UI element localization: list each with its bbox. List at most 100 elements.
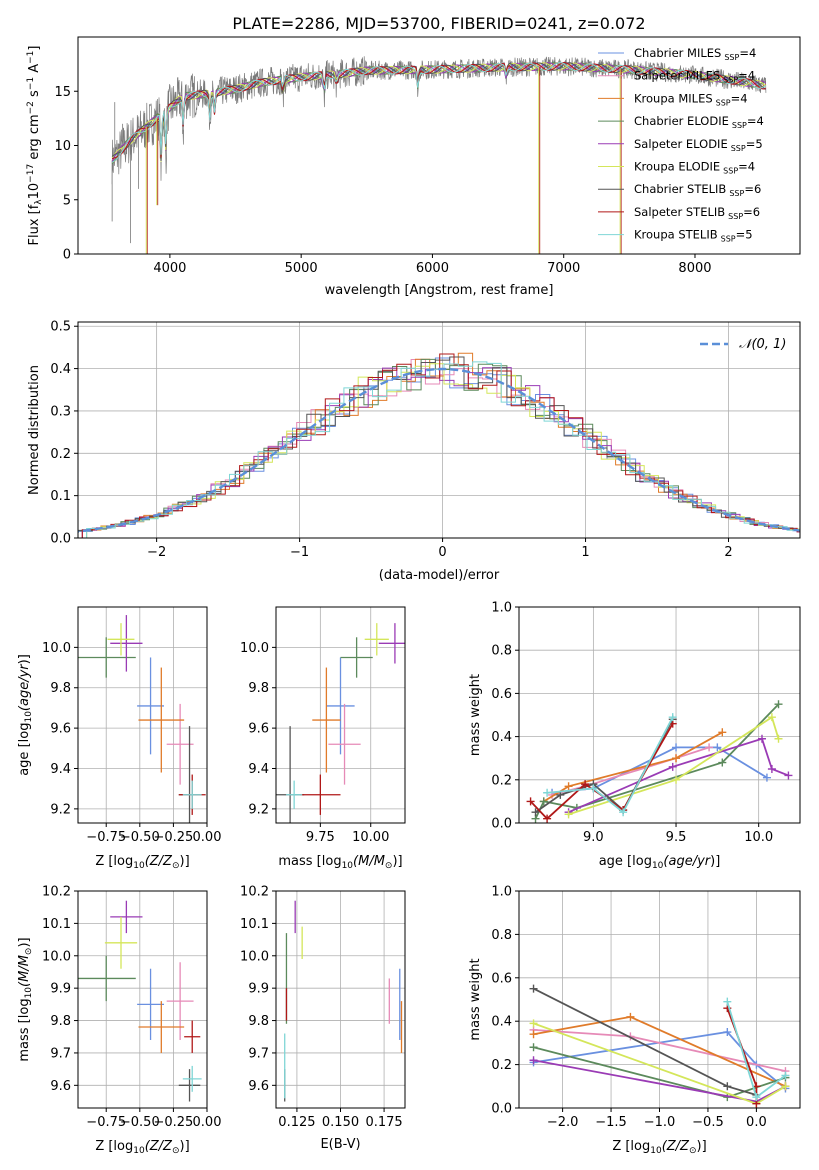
y-tick-label: 9.4 (248, 762, 269, 777)
data-point (581, 780, 590, 789)
data-point (757, 734, 766, 743)
y-tick-label: 0.2 (50, 447, 71, 462)
data-point (526, 797, 535, 806)
data-point (672, 754, 681, 763)
label-part: (Z/Z (662, 1139, 690, 1154)
axes-residuals: −2 −1 0 1 2 0.0 0.1 0.2 0.3 0.4 0.5 (data-model)/er… (27, 320, 801, 583)
grid-age_vs_Z (78, 607, 208, 823)
plot-area-spectrum (111, 56, 767, 254)
y-tick-label: 5 (63, 193, 71, 208)
errorbar-point (78, 955, 136, 1002)
errorbar-point (178, 1069, 201, 1102)
x-tick-label: 0 (438, 545, 446, 560)
x-tick-label: 2 (724, 545, 732, 560)
errorbar-point (137, 657, 164, 755)
x-tick-label: 0.125 (278, 1115, 315, 1130)
x-tick-label: −0.25 (153, 830, 193, 845)
label-part: Chabrier ELODIE (634, 114, 729, 128)
x-tick-label: 10.0 (744, 830, 773, 845)
label-part: −1 (26, 77, 36, 90)
label-part: Z [log (612, 1139, 650, 1154)
label-part: Flux [f (27, 204, 42, 245)
y-tick-label: 1.0 (491, 601, 512, 616)
series-salpeter-miles (529, 1025, 790, 1076)
axes-frame (77, 321, 801, 539)
x-tick-label: 8000 (678, 261, 711, 276)
data-point (668, 762, 677, 771)
data-point (705, 743, 714, 752)
label-part: mass [log (278, 854, 341, 869)
series-kroupa-miles (539, 728, 727, 806)
label-part: ⊙ (385, 861, 393, 871)
legend-entry: Kroupa STELIB SSP=5 (634, 228, 753, 244)
label-part: SSP (724, 53, 739, 62)
y-tick-label: 10.2 (42, 885, 71, 900)
label-part: SSP (723, 76, 738, 85)
errorbar-point (110, 615, 143, 672)
label-part: =4 (731, 91, 748, 105)
data-point (723, 1028, 732, 1037)
data-point (668, 713, 677, 722)
axes-frame (518, 606, 801, 824)
histogram-salpeter-miles (81, 359, 800, 538)
x-tick-label: −0.75 (86, 830, 126, 845)
axes-age_vs_Z: −0.75−0.50−0.25 0.00 9.2 9.4 9.6 9.8 10.0 Z [lo… (17, 606, 221, 871)
errorbar-point (182, 780, 202, 809)
errorbar-point (138, 667, 185, 773)
label-part: age [log (17, 723, 32, 776)
label-part: Kroupa MILES (634, 91, 713, 105)
x-tick-label: 9.5 (666, 830, 687, 845)
axes-frame (77, 36, 801, 255)
plot-area-residuals (78, 352, 800, 538)
y-tick-label: 0.8 (491, 644, 512, 659)
plot-area-weight_vs_Z (529, 984, 790, 1108)
y-tick-label: 10.0 (42, 949, 71, 964)
series-line (568, 715, 780, 816)
chart-title: PLATE=2286, MJD=53700, FIBERID=0241, z=0… (232, 14, 645, 33)
data-point (781, 1082, 790, 1091)
label-part: Salpeter STELIB (634, 205, 725, 219)
label-part: −2 (26, 101, 36, 114)
legend-entry: Chabrier MILES SSP=4 (634, 46, 756, 62)
x-axis-label: Z [log10(Z/Z⊙)] (95, 854, 189, 871)
data-point (529, 984, 538, 993)
label-part: A (27, 64, 42, 77)
x-tick-label: −0.50 (120, 1115, 160, 1130)
errorbar-point (182, 1065, 202, 1092)
label-part: (age/yr (17, 663, 32, 711)
y-axis-label: Flux [fλ10−17 erg cm−2 s−1 A−1] (26, 46, 44, 246)
x-tick-label: −0.5 (692, 1115, 724, 1130)
axes-frame (275, 890, 406, 1109)
label-part: SSP (729, 189, 744, 198)
label-part: SSP (732, 121, 747, 130)
data-point (543, 788, 552, 797)
label-part: λ (34, 199, 44, 205)
y-tick-label: 9.6 (248, 722, 269, 737)
axes-weight_vs_age: 9.0 9.5 10.0 0.0 0.2 0.4 0.6 0.8 1.0 age [log10(a… (468, 601, 801, 871)
errorbar-point (138, 1001, 185, 1053)
y-tick-label: 9.6 (50, 1079, 71, 1094)
errorbar-point (364, 623, 389, 656)
data-point (619, 808, 628, 817)
y-axis-label: mass [log10(M/M⊙)] (17, 937, 34, 1061)
y-tick-label: 9.6 (50, 722, 71, 737)
data-point (543, 814, 552, 823)
errorbar-point (378, 623, 405, 664)
histogram-salpeter-elodie (81, 367, 800, 538)
legend-entry: Salpeter ELODIE SSP=5 (634, 137, 763, 153)
axes-mass_vs_Z: −0.75−0.50−0.25 0.00 9.6 9.7 9.8 9.9 10.0 10.1 1… (17, 885, 221, 1157)
label-part: Kroupa STELIB (634, 228, 718, 242)
label-part: age [log (599, 854, 652, 869)
label-part: ⊙ (24, 948, 34, 956)
label-part: (Z/Z (145, 1139, 173, 1154)
data-point (713, 743, 722, 752)
label-part: 10 (24, 987, 34, 999)
data-point (529, 1056, 538, 1065)
label-part: SSP (721, 235, 736, 244)
x-tick-label: −1.0 (644, 1115, 676, 1130)
label-part: =4 (738, 69, 755, 83)
series-chabrier-elodie (531, 700, 783, 823)
y-tick-label: 0.4 (491, 1015, 512, 1030)
label-part: 10 (24, 711, 34, 723)
x-tick-label: −0.75 (86, 1115, 126, 1130)
